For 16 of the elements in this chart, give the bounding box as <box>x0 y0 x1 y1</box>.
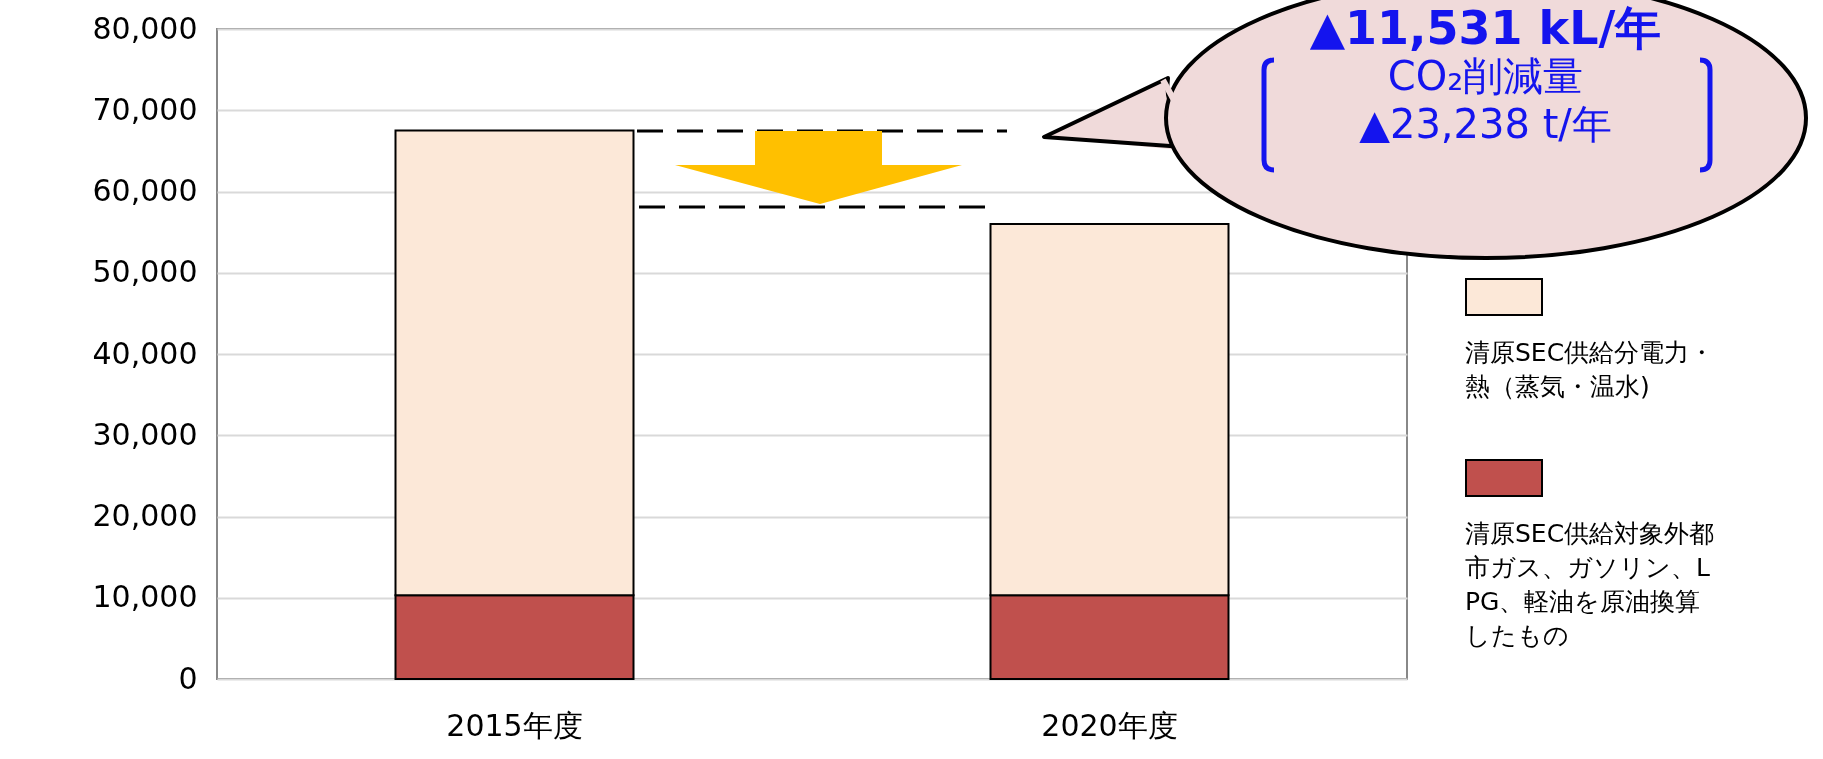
y-tick-label: 30,000 <box>92 416 198 452</box>
annotation: ▲23,238 t/年 <box>1358 100 1613 148</box>
legend-label: 清原SEC供給分電力・熱（蒸気・温水) <box>1465 337 1715 403</box>
y-tick-label: 40,000 <box>92 335 198 371</box>
y-tick-label: 70,000 <box>92 91 198 127</box>
y-tick-label: 60,000 <box>92 173 198 208</box>
annotation: CO₂削減量 <box>1386 52 1585 100</box>
y-tick-label: 50,000 <box>92 254 198 290</box>
y-tick-label: 80,000 <box>92 10 198 46</box>
y-tick-label: 20,000 <box>92 498 198 533</box>
legend-label: 清原SEC供給対象外都市ガス、ガソリン、LPG、軽油を原油換算したもの <box>1465 518 1715 652</box>
annotation: ▲11,531 kL/年 <box>1308 1 1663 55</box>
y-tick-label: 0 <box>178 660 198 696</box>
y-tick-label: 10,000 <box>92 579 198 615</box>
x-tick-label: 2020年度 <box>1041 707 1178 743</box>
x-tick-label: 2015年度 <box>446 707 583 743</box>
